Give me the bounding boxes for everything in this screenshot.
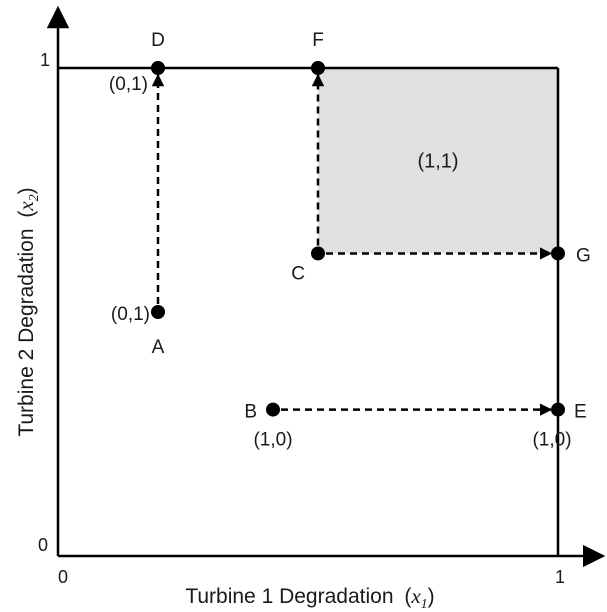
state-points: A(0,1)B(1,0)CD(0,1)E(1,0)FG — [109, 30, 591, 451]
y-tick-1: 1 — [40, 50, 50, 70]
point-a-label: A — [152, 337, 165, 358]
x-axis-label: Turbine 1 Degradation (x1) — [185, 584, 434, 612]
point-g-marker — [551, 246, 565, 261]
y-axis-var: x — [14, 201, 38, 212]
point-a-marker — [151, 305, 165, 319]
y-axis-label: Turbine 2 Degradation (x2) — [14, 187, 42, 436]
point-c-label: C — [291, 263, 305, 284]
region-1-1 — [318, 68, 558, 254]
point-b-label: B — [244, 402, 257, 423]
x-tick-1: 1 — [555, 567, 565, 587]
x-axis-label-text: Turbine 1 Degradation — [185, 585, 393, 608]
point-e-label: E — [574, 402, 587, 423]
transition-arrows — [151, 73, 553, 416]
point-f-marker — [311, 61, 325, 75]
point-a-state: (0,1) — [111, 304, 150, 325]
y-axis-label-text: Turbine 2 Degradation — [15, 228, 38, 436]
x-tick-0: 0 — [58, 567, 68, 587]
point-d-label: D — [151, 30, 165, 51]
y-axis-sub: 2 — [27, 194, 42, 201]
point-b-marker — [266, 402, 280, 417]
point-c-marker — [311, 246, 325, 261]
point-d-state: (0,1) — [109, 74, 148, 95]
point-g-label: G — [576, 245, 591, 266]
x-axis-sub: 1 — [421, 597, 428, 612]
y-tick-0: 0 — [38, 535, 48, 555]
point-e-state: (1,0) — [532, 430, 571, 451]
region-label: (1,1) — [417, 151, 458, 173]
point-d-marker — [151, 61, 165, 75]
point-b-state: (1,0) — [253, 430, 292, 451]
point-f-label: F — [312, 30, 324, 51]
x-axis-var: x — [410, 584, 421, 608]
point-e-marker — [551, 402, 565, 417]
